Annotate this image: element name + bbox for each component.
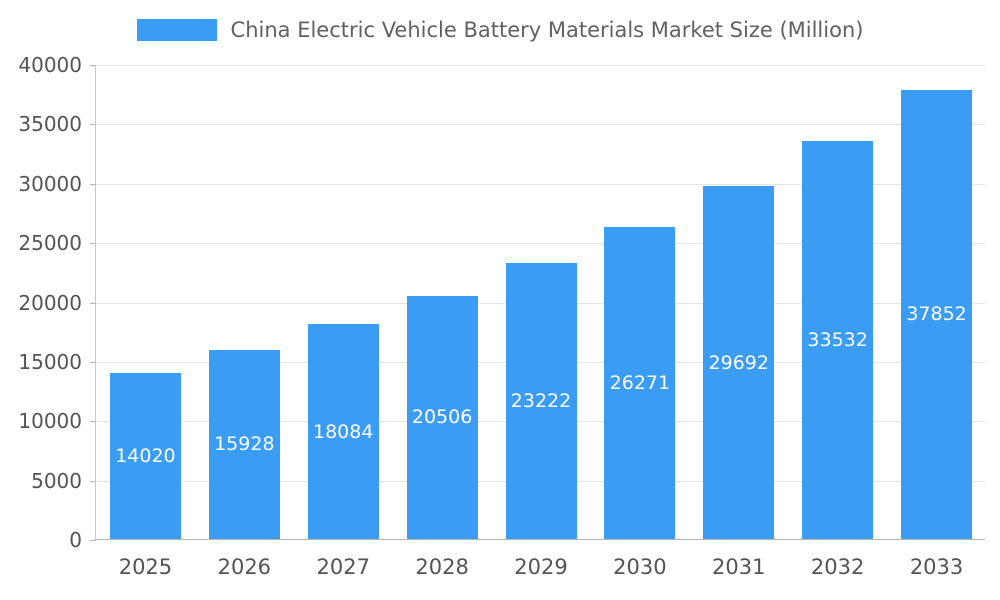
gridline: [96, 65, 985, 66]
bar-2028: 20506: [406, 295, 478, 539]
bar-2026: 15928: [208, 349, 280, 539]
bar-value-label: 15928: [214, 433, 275, 456]
y-axis-tick-label: 25000: [18, 231, 82, 256]
plot-area: 0 5000 10000 15000 20000 25000 30000 35000 40000…: [18, 53, 985, 579]
y-axis-tick-mark: [90, 183, 96, 185]
y-axis-tick-mark: [90, 243, 96, 245]
legend: China Electric Vehicle Battery Materials…: [0, 18, 1000, 42]
bar-2031: 29692: [703, 186, 775, 539]
bar-value-label: 29692: [708, 351, 769, 374]
y-axis-tick-label: 20000: [18, 290, 82, 315]
y-axis-tick-label: 30000: [18, 171, 82, 196]
x-axis-tick-label: 2025: [118, 555, 173, 579]
x-axis-tick-label: 2028: [415, 555, 469, 579]
gridline: [96, 183, 985, 185]
y-axis-tick-mark: [90, 361, 96, 363]
y-axis-tick-label: 0: [69, 528, 82, 552]
x-axis-tick-label: 2029: [514, 555, 568, 579]
y-axis-tick-mark: [90, 480, 96, 482]
y-axis-tick-mark: [90, 124, 96, 126]
y-axis-tick-mark: [90, 65, 96, 66]
x-axis-tick-label: 2030: [613, 555, 667, 579]
bar-2032: 33532: [802, 140, 874, 539]
x-axis-tick-label: 2027: [316, 555, 370, 579]
x-axis-tick-label: 2032: [810, 555, 865, 579]
bar-value-label: 23222: [510, 390, 572, 413]
bar-2030: 26271: [604, 227, 676, 539]
bar-2027: 18084: [307, 324, 379, 539]
y-axis-tick-label: 35000: [18, 112, 82, 137]
y-axis-tick-mark: [90, 421, 96, 423]
y-axis-tick-mark: [90, 540, 96, 541]
legend-swatch-icon: [136, 19, 217, 41]
x-axis-tick-label: 2031: [712, 555, 766, 579]
bar-value-label: 20506: [411, 406, 473, 429]
gridline: [96, 243, 985, 245]
chart-title: China Electric Vehicle Battery Materials…: [230, 18, 864, 42]
gridline: [96, 124, 985, 126]
y-axis-tick-mark: [90, 302, 96, 304]
bar-2025: 14020: [109, 372, 181, 539]
bar-2033: 37852: [901, 89, 973, 539]
bar-value-label: 26271: [609, 372, 671, 395]
y-axis-tick-label: 15000: [18, 349, 82, 374]
bar-value-label: 33532: [807, 328, 868, 351]
y-axis-tick-label: 5000: [31, 468, 82, 493]
bar-value-label: 18084: [312, 420, 374, 443]
y-axis-tick-label: 40000: [18, 53, 82, 77]
bar-value-label: 14020: [115, 444, 176, 467]
x-axis-tick-label: 2026: [217, 555, 272, 579]
x-axis-tick-label: 2033: [909, 555, 964, 579]
y-axis-tick-label: 10000: [18, 409, 82, 434]
bar-2029: 23222: [505, 263, 577, 539]
bar-value-label: 37852: [906, 303, 967, 326]
